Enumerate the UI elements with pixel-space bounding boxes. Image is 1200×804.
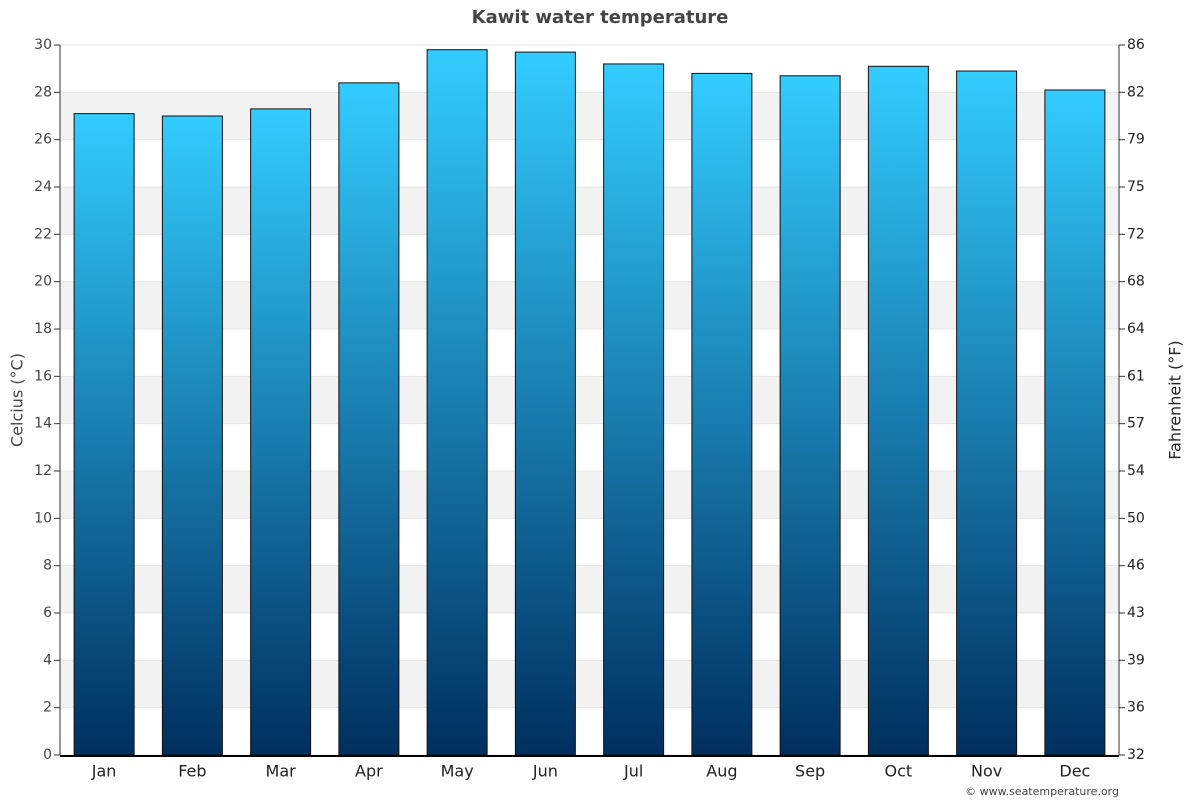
y-tick-label: 4 xyxy=(43,652,52,668)
y2-tick-label: 46 xyxy=(1127,558,1145,574)
y2-tick-label: 50 xyxy=(1127,510,1145,526)
y2-tick-label: 36 xyxy=(1127,700,1145,716)
bar xyxy=(514,51,576,756)
bar xyxy=(867,65,929,756)
grid-band xyxy=(60,92,1119,140)
y2-tick-label: 72 xyxy=(1127,226,1145,242)
y2-tick-label: 43 xyxy=(1127,605,1145,621)
bar xyxy=(426,49,488,756)
y-tick-label: 6 xyxy=(43,605,52,621)
y-tick-label: 22 xyxy=(34,226,52,242)
x-tick-label: Sep xyxy=(795,762,825,781)
y-tick-label: 28 xyxy=(34,84,52,100)
x-tick-label: Oct xyxy=(885,762,913,781)
y2-tick-label: 68 xyxy=(1127,274,1145,290)
y2-tick-label: 57 xyxy=(1127,416,1145,432)
x-tick-label: Feb xyxy=(178,762,206,781)
grid-band xyxy=(60,660,1119,708)
x-tick-label: Apr xyxy=(355,762,383,781)
x-tick-label: Jun xyxy=(532,762,558,781)
y2-axis-label: Fahrenheit (°F) xyxy=(1166,340,1185,459)
y2-tick-label: 79 xyxy=(1127,132,1145,148)
bar xyxy=(956,70,1018,756)
y2-tick-label: 64 xyxy=(1127,321,1145,337)
y-tick-label: 2 xyxy=(43,700,52,716)
bar xyxy=(1044,89,1106,756)
bar xyxy=(691,72,753,756)
y-tick-label: 8 xyxy=(43,558,52,574)
bar xyxy=(603,63,665,756)
y2-tick-label: 82 xyxy=(1127,84,1145,100)
y2-tick-label: 39 xyxy=(1127,652,1145,668)
y2-tick-label: 61 xyxy=(1127,368,1145,384)
y-tick-label: 18 xyxy=(34,321,52,337)
bar xyxy=(161,115,223,756)
y-tick-label: 20 xyxy=(34,274,52,290)
y-tick-label: 12 xyxy=(34,463,52,479)
y2-tick-label: 54 xyxy=(1127,463,1145,479)
y-tick-label: 16 xyxy=(34,368,52,384)
y-tick-label: 0 xyxy=(43,747,52,763)
y-tick-label: 24 xyxy=(34,179,52,195)
y-tick-label: 10 xyxy=(34,510,52,526)
grid-band xyxy=(60,471,1119,519)
x-tick-label: Dec xyxy=(1059,762,1090,781)
bar xyxy=(250,108,312,756)
x-tick-label: Nov xyxy=(971,762,1002,781)
grid-band xyxy=(60,281,1119,329)
source-note: © www.seatemperature.org xyxy=(965,785,1119,798)
grid-band xyxy=(60,565,1119,613)
x-tick-label: Aug xyxy=(706,762,737,781)
y2-tick-label: 32 xyxy=(1127,747,1145,763)
y-axis-label: Celcius (°C) xyxy=(8,353,27,447)
x-tick-label: Mar xyxy=(266,762,297,781)
grid-band xyxy=(60,376,1119,424)
y-tick-label: 14 xyxy=(34,416,52,432)
bar xyxy=(779,75,841,756)
x-tick-label: May xyxy=(441,762,474,781)
x-tick-label: Jan xyxy=(91,762,117,781)
y-tick-label: 30 xyxy=(34,37,52,53)
grid-band xyxy=(60,187,1119,235)
chart-title: Kawit water temperature xyxy=(472,7,729,28)
y2-tick-label: 75 xyxy=(1127,179,1145,195)
x-tick-label: Jul xyxy=(623,762,643,781)
y-tick-label: 26 xyxy=(34,132,52,148)
y2-tick-label: 86 xyxy=(1127,37,1145,53)
bar xyxy=(338,82,400,756)
bar xyxy=(73,113,135,756)
